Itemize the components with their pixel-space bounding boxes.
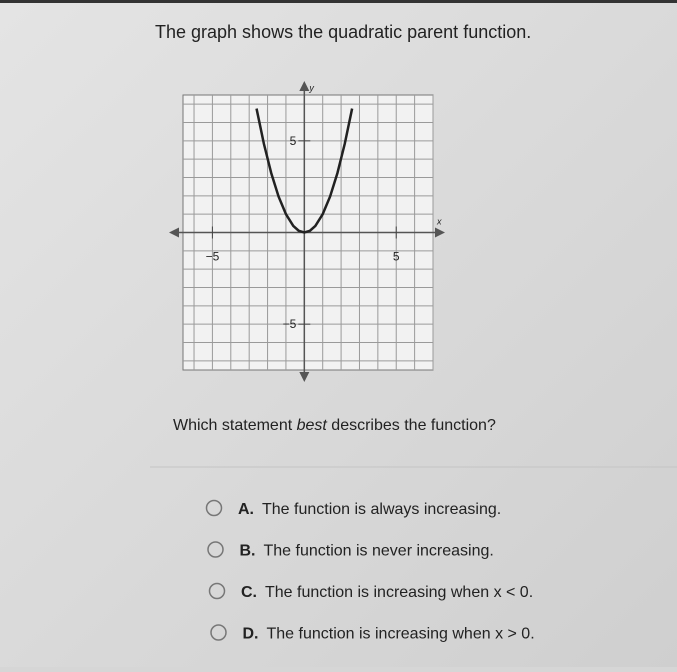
prompt-part: describes the function? — [327, 417, 496, 434]
radio-button[interactable] — [210, 624, 227, 641]
y-tick-label: 5 — [290, 134, 297, 148]
option-text: The function is increasing when x > 0. — [267, 626, 535, 643]
curve — [255, 108, 354, 234]
option-letter: C. — [241, 584, 257, 601]
option-letter: A. — [238, 501, 254, 518]
option-letter: B. — [240, 543, 256, 560]
radio-button[interactable] — [205, 499, 223, 517]
option-text: The function is never increasing. — [264, 543, 494, 560]
option: B. The function is never increasing. — [240, 543, 494, 560]
y-axis-label: y — [308, 83, 314, 93]
option-letter: D. — [243, 626, 259, 643]
radio-button[interactable] — [208, 582, 226, 600]
option: A. The function is always increasing. — [238, 501, 501, 518]
option: C. The function is increasing when x < 0. — [241, 584, 533, 601]
x-axis-label: x — [436, 217, 442, 227]
option-text: The function is always increasing. — [262, 501, 501, 518]
radio-button[interactable] — [207, 541, 224, 558]
prompt-part: Which statement — [173, 417, 297, 434]
x-tick-label: 5 — [393, 250, 400, 264]
prompt: Which statement best describes the funct… — [173, 417, 496, 434]
top-edge — [0, 0, 677, 3]
x-tick-label: −5 — [206, 250, 220, 264]
prompt-emphasis: best — [297, 417, 328, 434]
question: The graph shows the quadratic parent fun… — [155, 22, 531, 42]
option-text: The function is increasing when x < 0. — [265, 584, 533, 601]
option: D. The function is increasing when x > 0. — [243, 626, 535, 643]
y-tick-label: −5 — [283, 317, 297, 331]
